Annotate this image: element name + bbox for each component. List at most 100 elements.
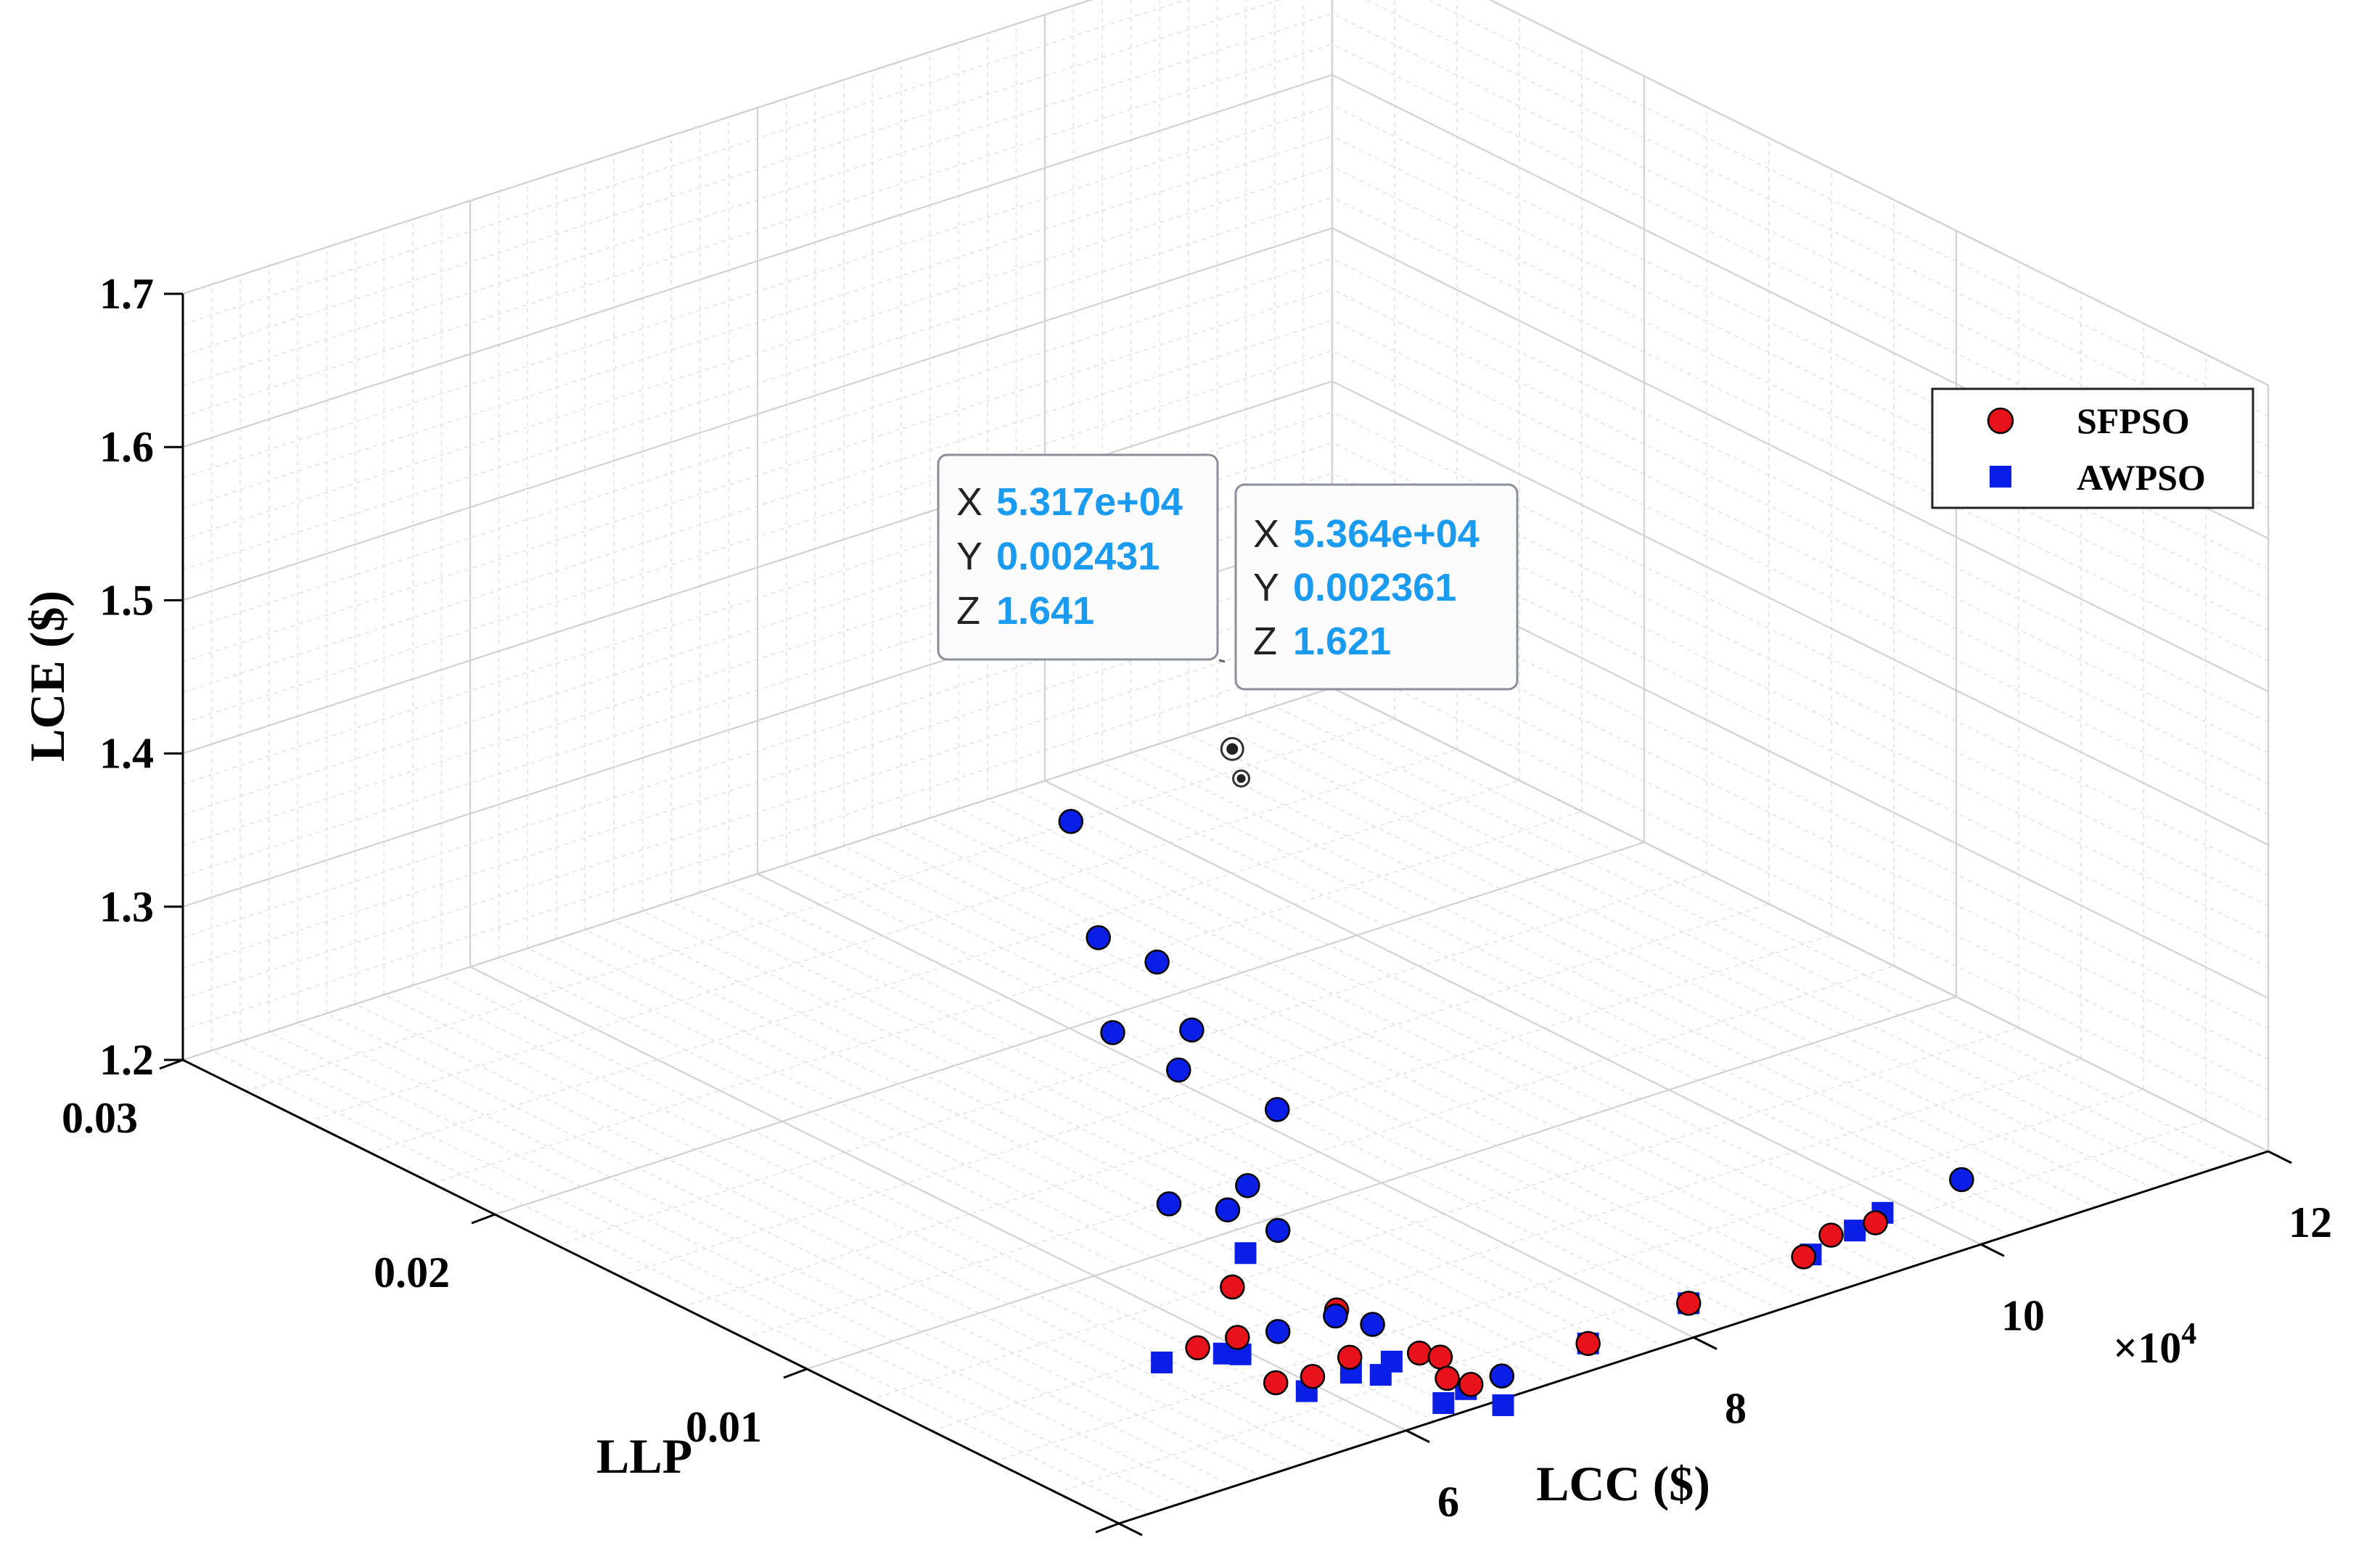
overlap-point bbox=[1323, 1303, 1348, 1329]
sfpso-point bbox=[1220, 1274, 1245, 1300]
x-tick-label: 8 bbox=[1725, 1385, 1747, 1433]
minor-grid-line-floor-x bbox=[843, 845, 1781, 1310]
sfpso-point bbox=[1263, 1370, 1289, 1396]
overlap-point bbox=[1949, 1167, 1974, 1193]
minor-grid-line-floor-x bbox=[1101, 761, 2039, 1227]
datatip-2-y-label: Y bbox=[1253, 566, 1279, 609]
y-tick-mark bbox=[159, 1058, 184, 1070]
sfpso-point bbox=[1435, 1365, 1460, 1391]
minor-grid-line-side-z bbox=[1427, 0, 2269, 416]
overlap-point bbox=[1360, 1312, 1385, 1337]
minor-grid-line-floor-x bbox=[1274, 705, 2212, 1171]
major-grid-line-floor-x bbox=[1044, 780, 1982, 1246]
sfpso-point bbox=[1337, 1344, 1363, 1370]
overlap-point bbox=[1264, 1097, 1290, 1122]
z-tick-label: 1.6 bbox=[99, 423, 154, 471]
datatip-1-x-label: X bbox=[956, 480, 982, 524]
tick-labels: 468101200.010.020.031.21.31.41.51.61.7 bbox=[62, 270, 2332, 1537]
overlap-point bbox=[1144, 949, 1170, 975]
x-tick-label: 6 bbox=[1437, 1478, 1459, 1526]
overlap-point bbox=[1179, 1017, 1205, 1043]
sfpso-point bbox=[1458, 1372, 1484, 1397]
minor-grid-line-floor-x bbox=[498, 957, 1435, 1422]
major-grid-line-floor-x bbox=[757, 873, 1694, 1339]
minor-grid-line-floor-x bbox=[527, 947, 1464, 1413]
sfpso-point bbox=[1863, 1210, 1888, 1235]
minor-grid-line-side-z bbox=[1489, 0, 2269, 386]
minor-grid-line-floor-x bbox=[412, 984, 1350, 1450]
minor-grid-line-side-z bbox=[1331, 625, 2269, 1091]
x-tick-mark bbox=[2268, 1150, 2292, 1164]
major-grid-line-back-z bbox=[182, 380, 1333, 755]
minor-grid-line-floor-x bbox=[1073, 770, 2010, 1236]
legend-label-awpso: AWPSO bbox=[2077, 457, 2206, 498]
overlap-point bbox=[1265, 1319, 1291, 1344]
minor-grid-line-floor-x bbox=[930, 817, 1866, 1283]
minor-grid-line-floor-x bbox=[556, 938, 1493, 1403]
overlap-point bbox=[1086, 925, 1111, 950]
datatip-1-z-label: Z bbox=[956, 589, 980, 633]
major-grid-line-back-z bbox=[182, 227, 1333, 601]
box-edge bbox=[1331, 687, 2269, 1152]
awpso-point bbox=[1234, 1242, 1257, 1265]
overlap-point bbox=[1156, 1191, 1182, 1217]
datatip-2-box bbox=[1234, 483, 1519, 691]
x-tick-mark bbox=[1693, 1336, 1718, 1350]
sfpso-point bbox=[1791, 1244, 1816, 1270]
sfpso-point bbox=[1427, 1344, 1453, 1370]
ylabel: LLP bbox=[596, 1428, 692, 1484]
minor-grid-line-floor-x bbox=[670, 901, 1608, 1366]
zlabel: LCE ($) bbox=[20, 591, 75, 762]
minor-grid-line-floor-x bbox=[814, 855, 1752, 1320]
minor-grid-line-side-z bbox=[1365, 0, 2269, 448]
x-multiplier: ×104 bbox=[2113, 1317, 2196, 1372]
y-tick-mark bbox=[471, 1213, 496, 1225]
overlap-point bbox=[1489, 1363, 1515, 1389]
x-tick-label: 12 bbox=[2289, 1198, 2332, 1246]
minor-grid-line-floor-x bbox=[1303, 696, 2240, 1161]
sfpso-point bbox=[1818, 1222, 1844, 1248]
overlap-point bbox=[1166, 1057, 1191, 1083]
datatip-1-y-value: 0.002431 bbox=[996, 535, 1160, 578]
datatip-marker-dot bbox=[1226, 743, 1239, 755]
minor-grid-line-floor-x bbox=[642, 910, 1579, 1376]
minor-grid-line-floor-x bbox=[326, 1013, 1263, 1478]
minor-grid-line-floor-x bbox=[729, 882, 1665, 1348]
sfpso-point bbox=[1575, 1331, 1601, 1357]
datatip-2-z-value: 1.621 bbox=[1293, 620, 1391, 663]
minor-grid-line-floor-x bbox=[1016, 789, 1953, 1254]
datatip-2: X 5.364e+04 Y 0.002361 Z 1.621 bbox=[1234, 483, 1519, 691]
box-edge bbox=[182, 0, 1093, 295]
x-tick-mark bbox=[1980, 1243, 2005, 1257]
legend-box bbox=[1931, 387, 2254, 509]
sfpso-point bbox=[1300, 1364, 1326, 1389]
datatip-1-z-value: 1.641 bbox=[996, 589, 1094, 633]
datatip-1-y-label: Y bbox=[956, 535, 982, 578]
x-tick-mark bbox=[1406, 1429, 1430, 1444]
awpso-point bbox=[1492, 1394, 1514, 1416]
y-tick-mark bbox=[1095, 1522, 1120, 1534]
box-edge bbox=[182, 686, 1333, 1061]
overlap-point bbox=[1215, 1197, 1241, 1222]
datatip-2-x-label: X bbox=[1253, 512, 1279, 556]
datatip-2-x-value: 5.364e+04 bbox=[1293, 512, 1480, 556]
minor-grid-line-floor-x bbox=[1130, 752, 2068, 1217]
major-grid-line-floor-x bbox=[469, 966, 1407, 1431]
major-grid-line-back-z bbox=[182, 74, 1333, 448]
minor-grid-line-floor-x bbox=[958, 808, 1895, 1273]
minor-grid-line-floor-x bbox=[900, 826, 1838, 1292]
minor-grid-line-floor-x bbox=[872, 836, 1809, 1301]
y-axis-line bbox=[182, 1058, 1120, 1525]
awpso-point bbox=[1380, 1350, 1403, 1373]
z-tick-label: 1.2 bbox=[99, 1036, 154, 1084]
x-tick-label: 10 bbox=[2001, 1291, 2045, 1339]
minor-grid-line-floor-x bbox=[987, 799, 1924, 1264]
z-tick-label: 1.7 bbox=[99, 270, 154, 318]
data-points bbox=[1058, 809, 1974, 1416]
minor-grid-line-floor-x bbox=[1217, 724, 2154, 1190]
major-grid-line-side-z bbox=[1488, 0, 2269, 386]
datatip-1: X 5.317e+04 Y 0.002431 Z 1.641 bbox=[937, 453, 1226, 663]
sfpso-point bbox=[1185, 1335, 1210, 1361]
minor-grid-line-floor-x bbox=[355, 1003, 1292, 1468]
